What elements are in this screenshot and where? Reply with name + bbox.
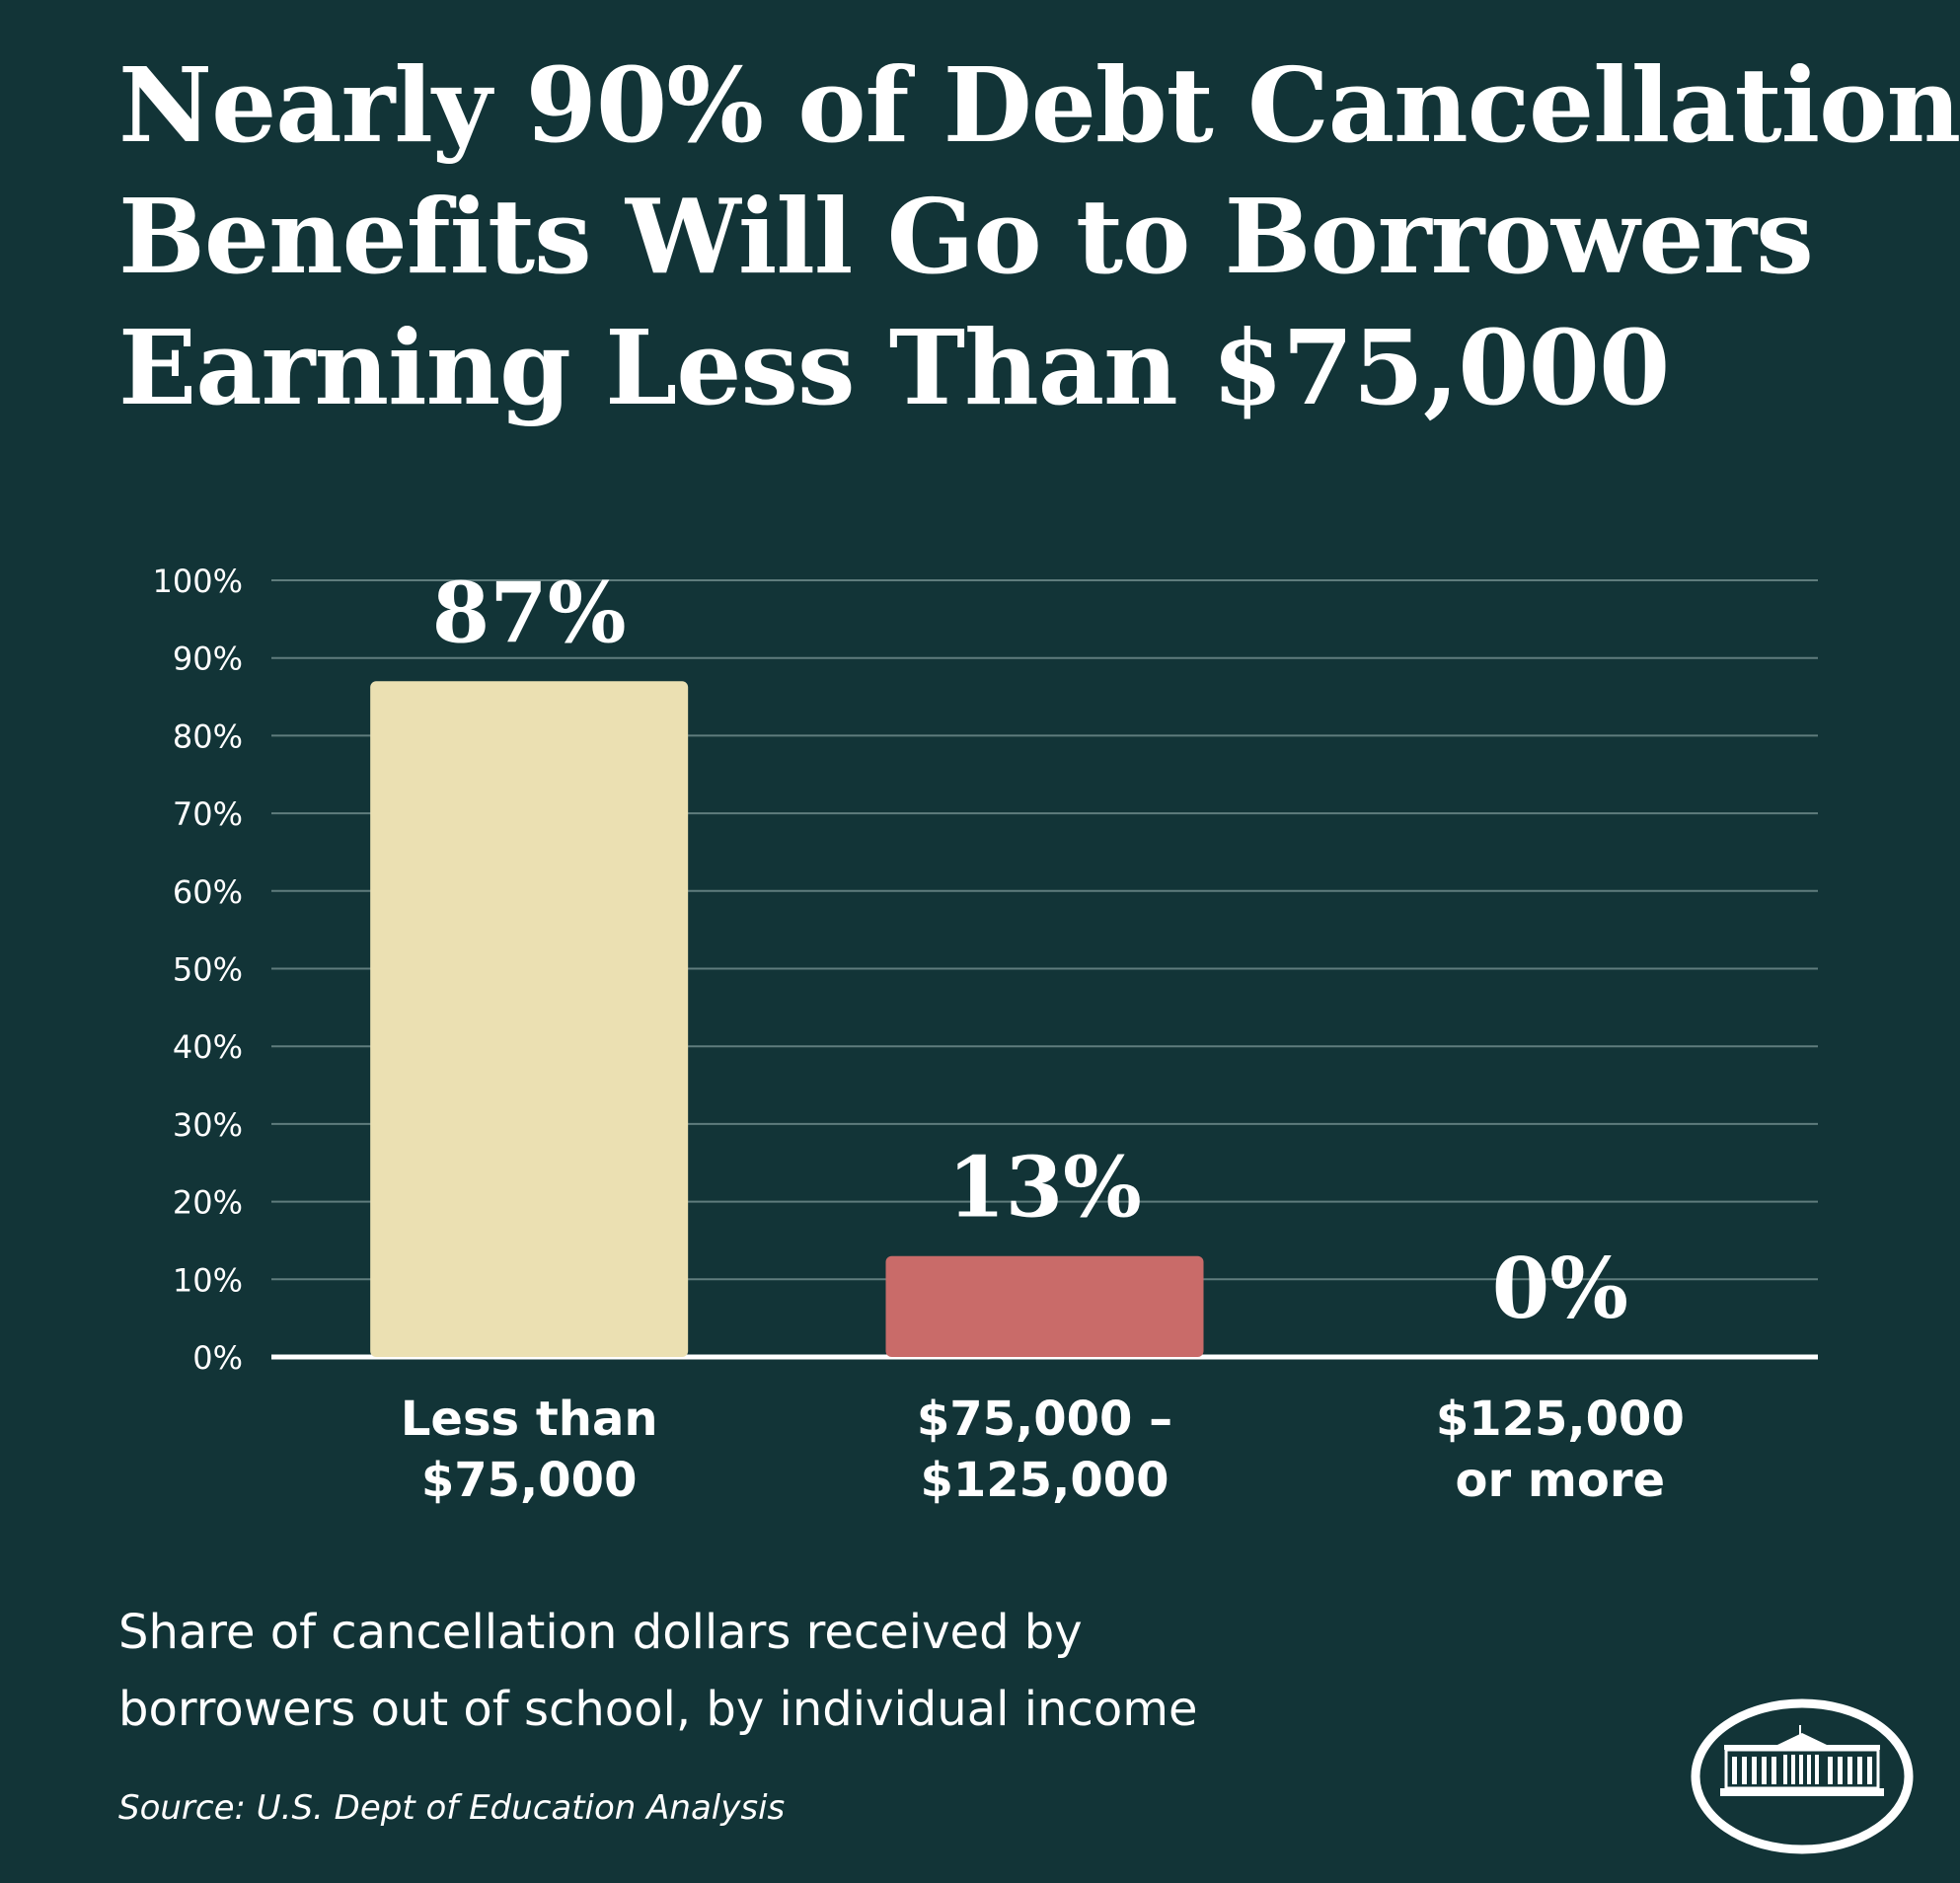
y-tick-label: 90%	[173, 640, 243, 678]
y-tick-label: 20%	[173, 1184, 243, 1222]
title-line: Benefits Will Go to Borrowers	[118, 176, 1814, 297]
chart-caption: Share of cancellation dollars received b…	[118, 1594, 1198, 1748]
caption-line: borrowers out of school, by individual i…	[118, 1682, 1198, 1737]
x-tick-label: $125,000	[920, 1453, 1168, 1508]
y-tick-label: 30%	[173, 1106, 243, 1144]
data-label: 13%	[947, 1139, 1142, 1237]
bar-chart: 0% 10% 20% 30% 40% 50% 60% 70% 80% 90% 100% 87% Less…	[153, 563, 1818, 1508]
y-tick-label: 0%	[192, 1339, 243, 1377]
bar	[370, 681, 689, 1357]
page-title: Nearly 90% of Debt Cancellation Benefits…	[118, 39, 1960, 433]
x-tick-label: $75,000 –	[917, 1392, 1172, 1447]
y-tick-label: 100%	[153, 563, 243, 600]
y-tick-label: 10%	[173, 1261, 243, 1299]
y-tick-label: 40%	[173, 1028, 243, 1066]
y-tick-label: 50%	[173, 951, 243, 989]
data-label: 0%	[1492, 1240, 1628, 1337]
title-line: Nearly 90% of Debt Cancellation	[118, 44, 1960, 166]
source-note: Source: U.S. Dept of Education Analysis	[118, 1788, 786, 1828]
bar	[885, 1255, 1204, 1357]
y-tick-label: 80%	[173, 717, 243, 755]
caption-line: Share of cancellation dollars received b…	[118, 1605, 1083, 1660]
y-tick-label: 70%	[173, 795, 243, 833]
white-house-seal-icon	[1691, 1698, 1914, 1854]
y-tick-label: 60%	[173, 873, 243, 911]
x-tick-label: or more	[1456, 1453, 1666, 1508]
title-line: Earning Less Than $75,000	[118, 307, 1670, 428]
x-tick-label: $125,000	[1436, 1392, 1685, 1447]
data-label: 87%	[432, 564, 627, 661]
x-tick-label: $75,000	[421, 1453, 638, 1508]
x-tick-label: Less than	[401, 1392, 658, 1447]
